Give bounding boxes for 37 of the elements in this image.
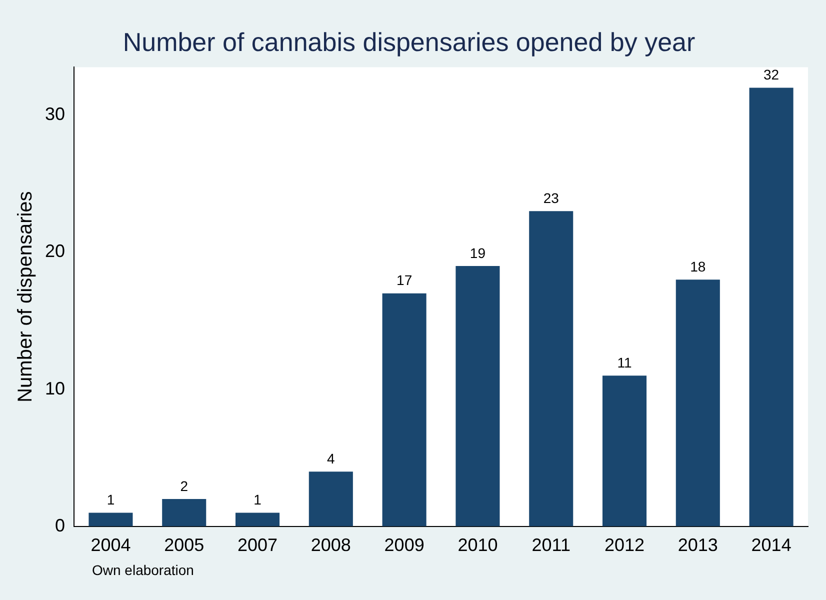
data-label: 4 — [327, 450, 336, 466]
bar — [235, 512, 280, 526]
data-label: 19 — [470, 244, 486, 261]
x-tick-label: 2013 — [678, 535, 718, 556]
data-label: 1 — [106, 492, 115, 508]
x-tick-label: 2009 — [384, 535, 424, 556]
data-label: 2 — [180, 478, 188, 494]
bar — [602, 376, 647, 526]
data-label: 18 — [690, 258, 706, 275]
data-label: 1 — [254, 492, 262, 508]
bar — [162, 498, 206, 526]
bar — [308, 472, 353, 526]
x-tick-label: 2007 — [237, 535, 278, 556]
x-tick-label: 2004 — [90, 535, 131, 556]
data-label: 11 — [617, 354, 632, 370]
data-label: 17 — [396, 272, 412, 288]
text: Own elaboration — [92, 562, 194, 578]
y-tick-label: 0 — [55, 515, 66, 536]
x-tick-label: 2005 — [164, 535, 204, 556]
x-tick-label: 2014 — [751, 535, 792, 556]
data-label: 32 — [764, 66, 780, 83]
bar — [456, 266, 500, 526]
bar — [749, 88, 794, 526]
x-tick-label: 2012 — [604, 535, 645, 556]
x-tick-label: 2010 — [458, 535, 498, 556]
x-tick-label: 2008 — [310, 535, 351, 556]
bar — [88, 512, 133, 526]
data-label: 23 — [543, 190, 560, 206]
bar — [529, 211, 574, 526]
chart-title: Number of cannabis dispensaries opened by year — [122, 26, 696, 57]
bar — [382, 293, 426, 526]
y-tick-label: 10 — [44, 378, 66, 398]
y-axis-title: Number of dispensaries — [14, 191, 37, 402]
bar — [676, 280, 720, 526]
y-tick-label: 30 — [44, 104, 66, 124]
y-tick-label: 20 — [44, 241, 66, 262]
x-tick-label: 2011 — [532, 535, 570, 556]
